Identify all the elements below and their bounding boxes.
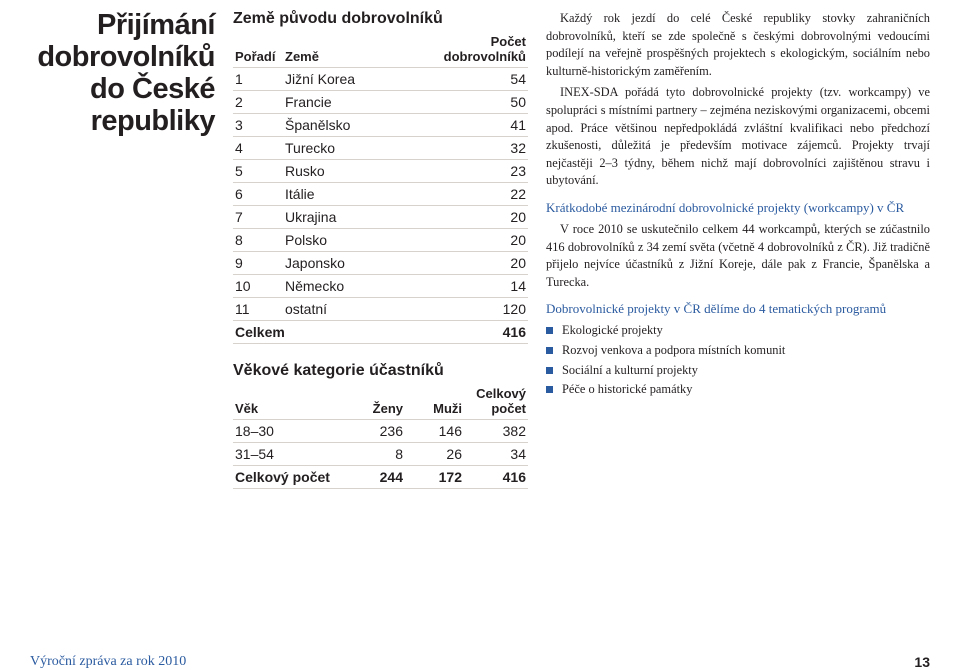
cell-sum-value: 244 <box>346 466 405 489</box>
left-column: Přijímání dobrovolníků do České republik… <box>30 10 215 644</box>
cell: Francie <box>283 91 442 114</box>
table2-title: Věkové kategorie účastníků <box>233 362 528 380</box>
cell: 31–54 <box>233 443 346 466</box>
subheading: Dobrovolnické projekty v ČR dělíme do 4 … <box>546 301 930 318</box>
cell: 1 <box>233 68 283 91</box>
cell: 18–30 <box>233 420 346 443</box>
table-row: 10Německo14 <box>233 275 528 298</box>
table1-header: Pořadí Země Počet dobrovolníků <box>233 31 528 68</box>
cell: 54 <box>442 68 528 91</box>
cell: 20 <box>442 252 528 275</box>
footer-left: Výroční zpráva za rok 2010 <box>30 654 186 670</box>
cell: 146 <box>405 420 464 443</box>
th-country: Země <box>283 31 442 68</box>
cell: 6 <box>233 183 283 206</box>
table-row: 7Ukrajina20 <box>233 206 528 229</box>
footer: Výroční zpráva za rok 2010 13 <box>30 644 930 670</box>
table1-title: Země původu dobrovolníků <box>233 10 528 28</box>
middle-column: Země původu dobrovolníků Pořadí Země Poč… <box>233 10 528 644</box>
cell: 382 <box>464 420 528 443</box>
cell: 3 <box>233 114 283 137</box>
cell: Ukrajina <box>283 206 442 229</box>
cell: 41 <box>442 114 528 137</box>
cell: 8 <box>346 443 405 466</box>
cell: Španělsko <box>283 114 442 137</box>
table1-body: 1Jižní Korea54 2Francie50 3Španělsko41 4… <box>233 68 528 344</box>
cell: 23 <box>442 160 528 183</box>
cell: 5 <box>233 160 283 183</box>
content-row: Přijímání dobrovolníků do České republik… <box>30 10 930 644</box>
cell: 22 <box>442 183 528 206</box>
cell: 9 <box>233 252 283 275</box>
th-rank: Pořadí <box>233 31 283 68</box>
table-row: 31–5482634 <box>233 443 528 466</box>
cell: Turecko <box>283 137 442 160</box>
table2-body: 18–30236146382 31–5482634 Celkový počet … <box>233 420 528 489</box>
paragraph: V roce 2010 se uskutečnilo celkem 44 wor… <box>546 221 930 291</box>
paragraph: INEX-SDA pořádá tyto dobrovolnické proje… <box>546 84 930 190</box>
cell: 14 <box>442 275 528 298</box>
cell: 10 <box>233 275 283 298</box>
cell: Itálie <box>283 183 442 206</box>
bullet-list: Ekologické projekty Rozvoj venkova a pod… <box>546 322 930 398</box>
cell: 4 <box>233 137 283 160</box>
table2-header: Věk Ženy Muži Celkový počet <box>233 383 528 420</box>
paragraph: Každý rok jezdí do celé České republiky … <box>546 10 930 80</box>
cell: 11 <box>233 298 283 321</box>
cell: Německo <box>283 275 442 298</box>
table2: Věk Ženy Muži Celkový počet 18–302361463… <box>233 383 528 489</box>
table-row: 5Rusko23 <box>233 160 528 183</box>
cell: Polsko <box>283 229 442 252</box>
table-row: 8Polsko20 <box>233 229 528 252</box>
th-total: Celkový počet <box>464 383 528 420</box>
footer-page-number: 13 <box>914 654 930 670</box>
table-row: 6Itálie22 <box>233 183 528 206</box>
list-item: Péče o historické památky <box>546 381 930 399</box>
th-age: Věk <box>233 383 346 420</box>
table-row: 11ostatní120 <box>233 298 528 321</box>
cell: 7 <box>233 206 283 229</box>
cell-sum-label: Celkový počet <box>233 466 346 489</box>
cell-sum-value: 416 <box>464 466 528 489</box>
table2-sum: Celkový počet 244 172 416 <box>233 466 528 489</box>
subheading: Krátkodobé mezinárodní dobrovolnické pro… <box>546 200 930 217</box>
cell: 8 <box>233 229 283 252</box>
th-men: Muži <box>405 383 464 420</box>
cell: 26 <box>405 443 464 466</box>
cell: 2 <box>233 91 283 114</box>
cell-sum-value: 172 <box>405 466 464 489</box>
cell: Rusko <box>283 160 442 183</box>
list-item: Rozvoj venkova a podpora místních komuni… <box>546 342 930 360</box>
page-title: Přijímání dobrovolníků do České republik… <box>30 10 215 138</box>
cell-sum-value: 416 <box>442 321 528 344</box>
cell: 20 <box>442 206 528 229</box>
table-row: 9Japonsko20 <box>233 252 528 275</box>
cell: 120 <box>442 298 528 321</box>
cell: 34 <box>464 443 528 466</box>
table-row: 2Francie50 <box>233 91 528 114</box>
cell: Japonsko <box>283 252 442 275</box>
cell: Jižní Korea <box>283 68 442 91</box>
table-row: 1Jižní Korea54 <box>233 68 528 91</box>
cell-sum-label: Celkem <box>233 321 442 344</box>
cell: ostatní <box>283 298 442 321</box>
right-column: Každý rok jezdí do celé České republiky … <box>546 10 930 644</box>
list-item: Ekologické projekty <box>546 322 930 340</box>
page: Přijímání dobrovolníků do České republik… <box>0 0 960 670</box>
table1-sum: Celkem 416 <box>233 321 528 344</box>
th-count: Počet dobrovolníků <box>442 31 528 68</box>
cell: 236 <box>346 420 405 443</box>
table-row: 3Španělsko41 <box>233 114 528 137</box>
th-women: Ženy <box>346 383 405 420</box>
table1: Pořadí Země Počet dobrovolníků 1Jižní Ko… <box>233 31 528 344</box>
table-row: 4Turecko32 <box>233 137 528 160</box>
table-row: 18–30236146382 <box>233 420 528 443</box>
cell: 50 <box>442 91 528 114</box>
cell: 20 <box>442 229 528 252</box>
cell: 32 <box>442 137 528 160</box>
list-item: Sociální a kulturní projekty <box>546 362 930 380</box>
